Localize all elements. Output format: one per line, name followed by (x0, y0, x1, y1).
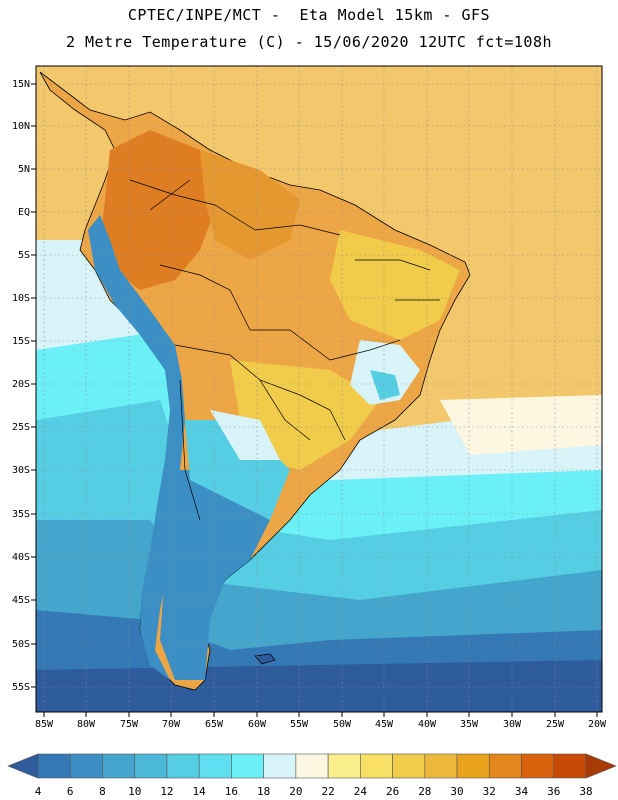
cool-highlands (350, 340, 420, 405)
colorbar-bin (166, 753, 200, 779)
colorbar-label: 32 (483, 785, 496, 798)
colorbar-bin (37, 753, 71, 779)
lat-label: 25S (12, 422, 30, 433)
lon-label: 70W (162, 719, 181, 730)
lat-label: EQ (18, 207, 30, 218)
warm-region (200, 150, 300, 260)
latitude-ticks: 15N 10N 5N EQ 5S 10S 15S 20S 25S 30S 35S… (12, 79, 36, 693)
colorbar-bin (327, 753, 361, 779)
colorbar-arrow-high (585, 753, 617, 779)
lat-label: 35S (12, 509, 30, 520)
colorbar-label: 20 (289, 785, 302, 798)
lat-label: 45S (12, 595, 30, 606)
colorbar-bin (456, 753, 490, 779)
patagonia-cold (160, 470, 270, 680)
lon-label: 65W (205, 719, 224, 730)
lat-label: 5N (18, 164, 30, 175)
lat-label: 55S (12, 682, 30, 693)
lon-label: 85W (35, 719, 54, 730)
lat-label: 5S (18, 250, 30, 261)
pampa-pale (210, 410, 280, 460)
lon-label: 20W (588, 719, 607, 730)
colorbar-bin (231, 753, 264, 779)
lon-label: 40W (418, 719, 437, 730)
colorbar-label: 24 (354, 785, 368, 798)
colorbar-bin (521, 753, 555, 779)
yellow-east (330, 230, 460, 340)
map-frame (35, 65, 603, 713)
colorbar-label: 22 (321, 785, 334, 798)
colorbar-bin (134, 753, 168, 779)
lat-label: 50S (12, 639, 30, 650)
lon-label: 75W (120, 719, 139, 730)
colorbar-label: 16 (225, 785, 238, 798)
map-title: CPTEC/INPE/MCT - Eta Model 15km - GFS (127, 6, 491, 24)
colorbar-bin (295, 753, 329, 779)
map-field (36, 66, 602, 712)
colorbar-bin (360, 753, 393, 779)
colorbar-label: 12 (160, 785, 173, 798)
lat-label: 40S (12, 552, 30, 563)
hot-region (100, 130, 230, 290)
cool-highlands-2 (370, 370, 400, 400)
colorbar-label: 18 (257, 785, 270, 798)
colorbar-bin (553, 753, 587, 779)
colorbar-label: 4 (35, 785, 42, 798)
colorbar-bin (392, 753, 426, 779)
longitude-ticks: 85W 80W 75W 70W 65W 60W 55W 50W 45W 40W … (35, 712, 607, 730)
colorbar-label: 10 (128, 785, 141, 798)
lat-label: 15S (12, 336, 30, 347)
colorbar-bin (69, 753, 103, 779)
falkland-islands (254, 653, 276, 665)
lon-label: 35W (460, 719, 479, 730)
colorbar-label: 26 (386, 785, 399, 798)
lon-label: 30W (503, 719, 522, 730)
colorbar-label: 6 (67, 785, 74, 798)
colorbar-label: 38 (579, 785, 592, 798)
andes-cold (88, 215, 185, 680)
lon-label: 60W (248, 719, 267, 730)
lon-label: 80W (77, 719, 96, 730)
colorbar-bin (263, 753, 297, 779)
ocean-cream-patch (440, 395, 602, 455)
lat-label: 10N (12, 121, 30, 132)
lat-label: 10S (12, 293, 30, 304)
lon-label: 50W (333, 719, 352, 730)
colorbar-label: 8 (99, 785, 106, 798)
colorbar-label: 36 (547, 785, 560, 798)
colorbar-bin (102, 753, 136, 779)
lon-label: 55W (290, 719, 309, 730)
colorbar-label: 28 (418, 785, 431, 798)
colorbar-arrow-low (7, 753, 39, 779)
lat-label: 15N (12, 79, 30, 90)
colorbar-bin (488, 753, 522, 779)
lat-label: 30S (12, 465, 30, 476)
colorbar-bin (198, 753, 232, 779)
lat-label: 20S (12, 379, 30, 390)
lon-label: 45W (375, 719, 394, 730)
map-subtitle: 2 Metre Temperature (C) - 15/06/2020 12U… (65, 33, 553, 51)
lon-label: 25W (546, 719, 565, 730)
colorbar-label: 14 (193, 785, 207, 798)
colorbar-label: 34 (515, 785, 529, 798)
colorbar-label: 30 (450, 785, 463, 798)
colorbar: 4 6 8 10 12 14 16 18 20 22 24 26 28 30 32 34 36 38 (7, 753, 617, 798)
colorbar-bin (424, 753, 458, 779)
